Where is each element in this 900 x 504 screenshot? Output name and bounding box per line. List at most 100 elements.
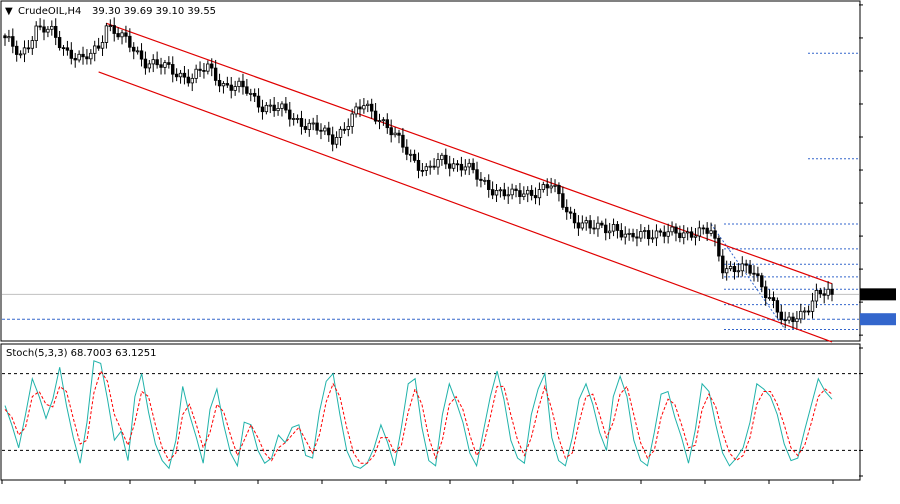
candle-body [451, 163, 456, 169]
candle-body [756, 273, 760, 277]
candle-body [182, 72, 187, 78]
candle-body [607, 230, 612, 234]
candle-body [697, 227, 702, 237]
candle-body [604, 224, 608, 234]
candle-body [249, 92, 253, 95]
candle-body [327, 127, 331, 136]
candle-body [120, 32, 124, 38]
candle-body [588, 220, 592, 229]
candle-body [217, 80, 222, 87]
candle-body [358, 106, 362, 110]
candle-body [822, 293, 826, 296]
candle-body [174, 73, 179, 78]
candle-body [783, 319, 787, 322]
candle-body [229, 84, 233, 91]
candle-body [471, 162, 475, 171]
candle-body [806, 310, 811, 313]
candle-body [487, 179, 491, 190]
candle-body [682, 232, 686, 239]
candle-body [775, 300, 780, 313]
candle-body [795, 318, 799, 323]
candle-body [7, 36, 11, 39]
candle-body [568, 211, 573, 214]
candle-body [206, 63, 210, 72]
candle-body [366, 103, 370, 106]
candle-body [233, 86, 237, 91]
channel-upper-line [106, 22, 833, 285]
candle-body [631, 232, 635, 238]
candle-body [307, 122, 311, 130]
candle-body [448, 163, 452, 169]
candle-body [518, 190, 522, 198]
axes-layer [1, 4, 863, 484]
candle-body [381, 119, 386, 122]
candle-body [529, 189, 534, 196]
dropdown-icon[interactable]: ▼ [5, 6, 13, 17]
candle-body [565, 206, 569, 213]
candle-body [34, 25, 38, 41]
candle-body [213, 67, 218, 81]
candle-body [225, 83, 230, 86]
candle-body [572, 212, 577, 224]
candle-body [221, 83, 226, 87]
candle-body [689, 231, 694, 238]
candle-body [744, 263, 748, 266]
stoch-title: Stoch(5,3,3) 68.7003 63.1251 [6, 348, 157, 359]
stoch-panel [0, 343, 861, 481]
candle-body [369, 103, 374, 112]
candle-body [69, 49, 74, 59]
candle-body [436, 159, 440, 168]
candle-body [385, 119, 389, 129]
candle-body [760, 275, 764, 288]
candle-body [116, 33, 120, 38]
candle-body [85, 56, 89, 60]
candle-body [826, 288, 830, 296]
candle-body [334, 137, 339, 145]
candle-body [96, 45, 101, 49]
candle-body [18, 53, 23, 56]
candle-body [646, 230, 651, 240]
candle-body [30, 40, 35, 49]
candle-body [561, 193, 565, 208]
candle-body [490, 189, 495, 196]
candle-body [802, 310, 807, 313]
candle-body [26, 47, 31, 50]
candle-body [721, 255, 725, 274]
candle-body [611, 224, 616, 232]
candle-body [350, 113, 354, 127]
candle-body [428, 165, 432, 168]
candle-body [100, 42, 105, 49]
candle-body [22, 47, 27, 55]
candle-body [295, 118, 300, 120]
candle-body [276, 108, 280, 112]
candle-body [405, 146, 409, 155]
candle-body [455, 163, 460, 166]
candle-body [420, 169, 425, 172]
candle-body [533, 195, 538, 199]
candle-body [104, 25, 109, 43]
candle-body [526, 189, 530, 195]
candle-body [814, 290, 819, 302]
candle-body [658, 230, 663, 233]
candle-body [475, 169, 479, 180]
candle-body [494, 190, 499, 196]
candle-body [373, 110, 378, 122]
candle-body [338, 128, 343, 138]
candle-body [740, 263, 744, 272]
horizontal-level-badge [860, 313, 896, 326]
candle-body [299, 118, 304, 127]
candle-body [541, 184, 546, 190]
candle-body [147, 63, 152, 69]
candle-body [639, 231, 643, 239]
candle-body [132, 46, 136, 52]
candle-body [810, 300, 815, 312]
candle-body [268, 104, 272, 107]
candle-body [143, 58, 148, 69]
candle-body [498, 189, 503, 192]
candle-body [787, 316, 791, 321]
stoch-signal-line [4, 369, 833, 464]
candle-body [46, 28, 50, 33]
candle-body [260, 106, 265, 113]
candle-body [514, 188, 518, 191]
